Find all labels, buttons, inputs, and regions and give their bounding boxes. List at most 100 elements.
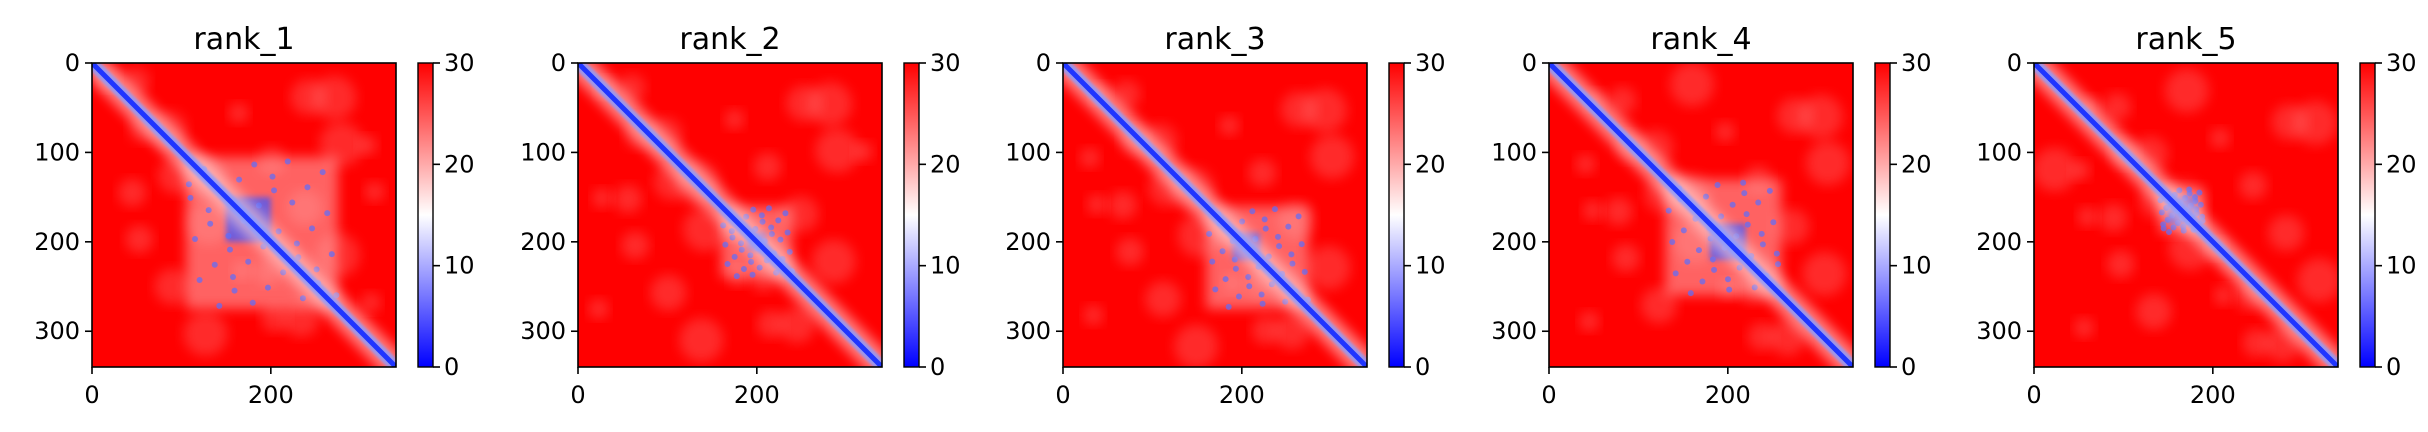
y-tick-label: 0 bbox=[2007, 49, 2022, 77]
block-dot bbox=[740, 266, 747, 273]
heatmap-image bbox=[578, 63, 882, 367]
y-tick-label: 200 bbox=[34, 228, 80, 256]
texture-spot bbox=[2034, 147, 2077, 192]
texture-spot bbox=[1083, 305, 1104, 326]
block-dot bbox=[271, 187, 278, 194]
texture-spot bbox=[815, 128, 860, 173]
block-dot bbox=[759, 218, 766, 225]
block-dot bbox=[2170, 224, 2177, 231]
block-dot bbox=[269, 173, 276, 180]
texture-spot bbox=[357, 135, 378, 156]
y-tick-label: 100 bbox=[1005, 138, 1051, 166]
texture-spot bbox=[2242, 328, 2271, 357]
texture-spot bbox=[650, 274, 687, 311]
colorbar-tick-label: 0 bbox=[444, 353, 459, 381]
colorbar bbox=[417, 62, 434, 368]
block-dot bbox=[1219, 248, 1226, 255]
block-dot bbox=[1709, 256, 1716, 263]
y-tick-label: 200 bbox=[1491, 228, 1537, 256]
y-tick-label: 0 bbox=[551, 49, 566, 77]
block-dot bbox=[1301, 268, 1308, 275]
heatmap-image bbox=[92, 63, 396, 367]
colorbar-tick-label: 10 bbox=[1415, 252, 1446, 280]
y-tick-label: 0 bbox=[1522, 49, 1537, 77]
diagonal-line bbox=[92, 63, 396, 367]
axes-frame bbox=[577, 62, 883, 368]
heatmap-image bbox=[1549, 63, 1853, 367]
texture-spot bbox=[1798, 94, 1843, 139]
texture-spot bbox=[588, 298, 609, 319]
texture-spot bbox=[679, 318, 724, 363]
block-dot bbox=[748, 258, 755, 265]
colorbar-tick-label: 0 bbox=[930, 353, 945, 381]
diagonal-line bbox=[2034, 63, 2338, 367]
diagonal-line bbox=[1549, 63, 1853, 367]
block-dot bbox=[1770, 219, 1777, 226]
block-dot bbox=[1275, 233, 1282, 240]
chart-title: rank_1 bbox=[193, 22, 294, 57]
block-dot bbox=[2197, 201, 2204, 208]
texture-spot bbox=[1086, 194, 1107, 215]
block-dot bbox=[1773, 250, 1780, 257]
block-dot bbox=[731, 253, 738, 260]
block-dot bbox=[1774, 261, 1781, 268]
colorbar-tick-label: 0 bbox=[1415, 353, 1430, 381]
block-dot bbox=[324, 210, 331, 217]
texture-spot bbox=[2164, 68, 2209, 113]
y-tick-label: 300 bbox=[520, 317, 566, 345]
texture-spot bbox=[2077, 206, 2098, 227]
block-dot bbox=[226, 246, 233, 253]
block-dot bbox=[2164, 216, 2171, 223]
block-dot bbox=[1726, 286, 1733, 293]
texture-spot bbox=[1248, 158, 1277, 187]
colorbar-tick-label: 20 bbox=[1415, 150, 1446, 178]
block-dot bbox=[211, 261, 218, 268]
x-tick-label: 0 bbox=[84, 381, 99, 409]
texture-spot bbox=[1174, 324, 1219, 367]
texture-spot bbox=[118, 178, 147, 207]
block-dot bbox=[1288, 251, 1295, 258]
colorbar-tick-label: 10 bbox=[444, 252, 475, 280]
texture-spot bbox=[808, 82, 853, 127]
colorbar bbox=[1388, 62, 1405, 368]
texture-spot bbox=[1604, 197, 1633, 226]
block-dot bbox=[2158, 209, 2165, 216]
block-dot bbox=[2160, 221, 2167, 228]
texture-spot bbox=[592, 188, 613, 209]
colorbar-tick-label: 10 bbox=[930, 252, 961, 280]
block-dot bbox=[1740, 179, 1747, 186]
texture-spot bbox=[1582, 200, 1603, 221]
block-dot bbox=[1298, 241, 1305, 248]
y-tick-label: 300 bbox=[34, 317, 80, 345]
colorbar-tick-label: 0 bbox=[2386, 353, 2401, 381]
block-dot bbox=[1271, 206, 1278, 213]
block-dot bbox=[245, 258, 252, 265]
colorbar bbox=[903, 62, 920, 368]
block-dot bbox=[284, 158, 291, 165]
texture-spot bbox=[2297, 258, 2338, 303]
block-dot bbox=[1245, 274, 1252, 281]
block-dot bbox=[724, 260, 731, 267]
block-dot bbox=[1261, 216, 1268, 223]
block-dot bbox=[2166, 228, 2173, 235]
texture-spot bbox=[621, 231, 650, 260]
block-dot bbox=[1672, 270, 1679, 277]
block-dot bbox=[225, 232, 232, 239]
texture-spot bbox=[753, 152, 782, 181]
block-dot bbox=[1729, 201, 1736, 208]
texture-spot bbox=[2239, 171, 2268, 200]
texture-spot bbox=[1805, 141, 1850, 186]
texture-spot bbox=[2268, 214, 2305, 251]
block-dot bbox=[1285, 223, 1292, 230]
block-dot bbox=[2191, 194, 2198, 201]
y-tick-label: 100 bbox=[1491, 138, 1537, 166]
axes-frame bbox=[1062, 62, 1368, 368]
block-dot bbox=[1766, 187, 1773, 194]
texture-spot bbox=[154, 268, 191, 305]
axes-frame bbox=[91, 62, 397, 368]
texture-spot bbox=[1079, 147, 1100, 168]
block-dot bbox=[249, 299, 256, 306]
chart-title: rank_5 bbox=[2135, 22, 2236, 57]
texture-spot bbox=[1116, 237, 1145, 266]
